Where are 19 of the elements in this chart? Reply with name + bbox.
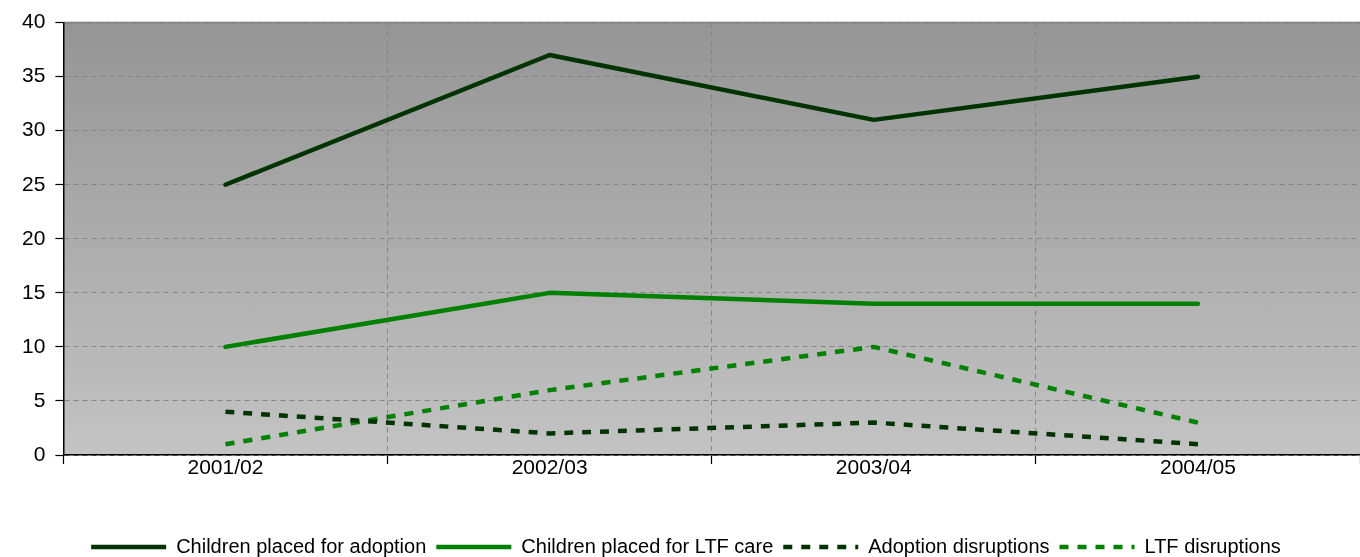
y-tick-label: 25	[22, 171, 46, 195]
y-tick-label: 15	[22, 279, 46, 303]
x-tick-label: 2001/02	[187, 455, 264, 479]
legend-label: LTF disruptions	[1144, 534, 1281, 557]
x-tick-label: 2002/03	[511, 455, 588, 479]
y-tick-label: 0	[33, 441, 46, 465]
y-tick-label: 30	[22, 117, 46, 141]
x-tick-label: 2004/05	[1159, 455, 1236, 479]
y-tick-label: 10	[22, 333, 46, 357]
line-series	[223, 344, 1201, 447]
y-tick-label: 40	[22, 9, 46, 33]
legend-label: Adoption disruptions	[868, 534, 1050, 557]
x-tick-label: 2003/04	[835, 455, 913, 479]
line-series	[223, 409, 1201, 447]
legend-label: Children placed for LTF care	[521, 534, 774, 557]
y-tick-label: 20	[22, 225, 46, 249]
y-tick-label: 35	[22, 63, 46, 87]
legend-label: Children placed for adoption	[176, 534, 427, 557]
y-tick-label: 5	[33, 387, 46, 411]
